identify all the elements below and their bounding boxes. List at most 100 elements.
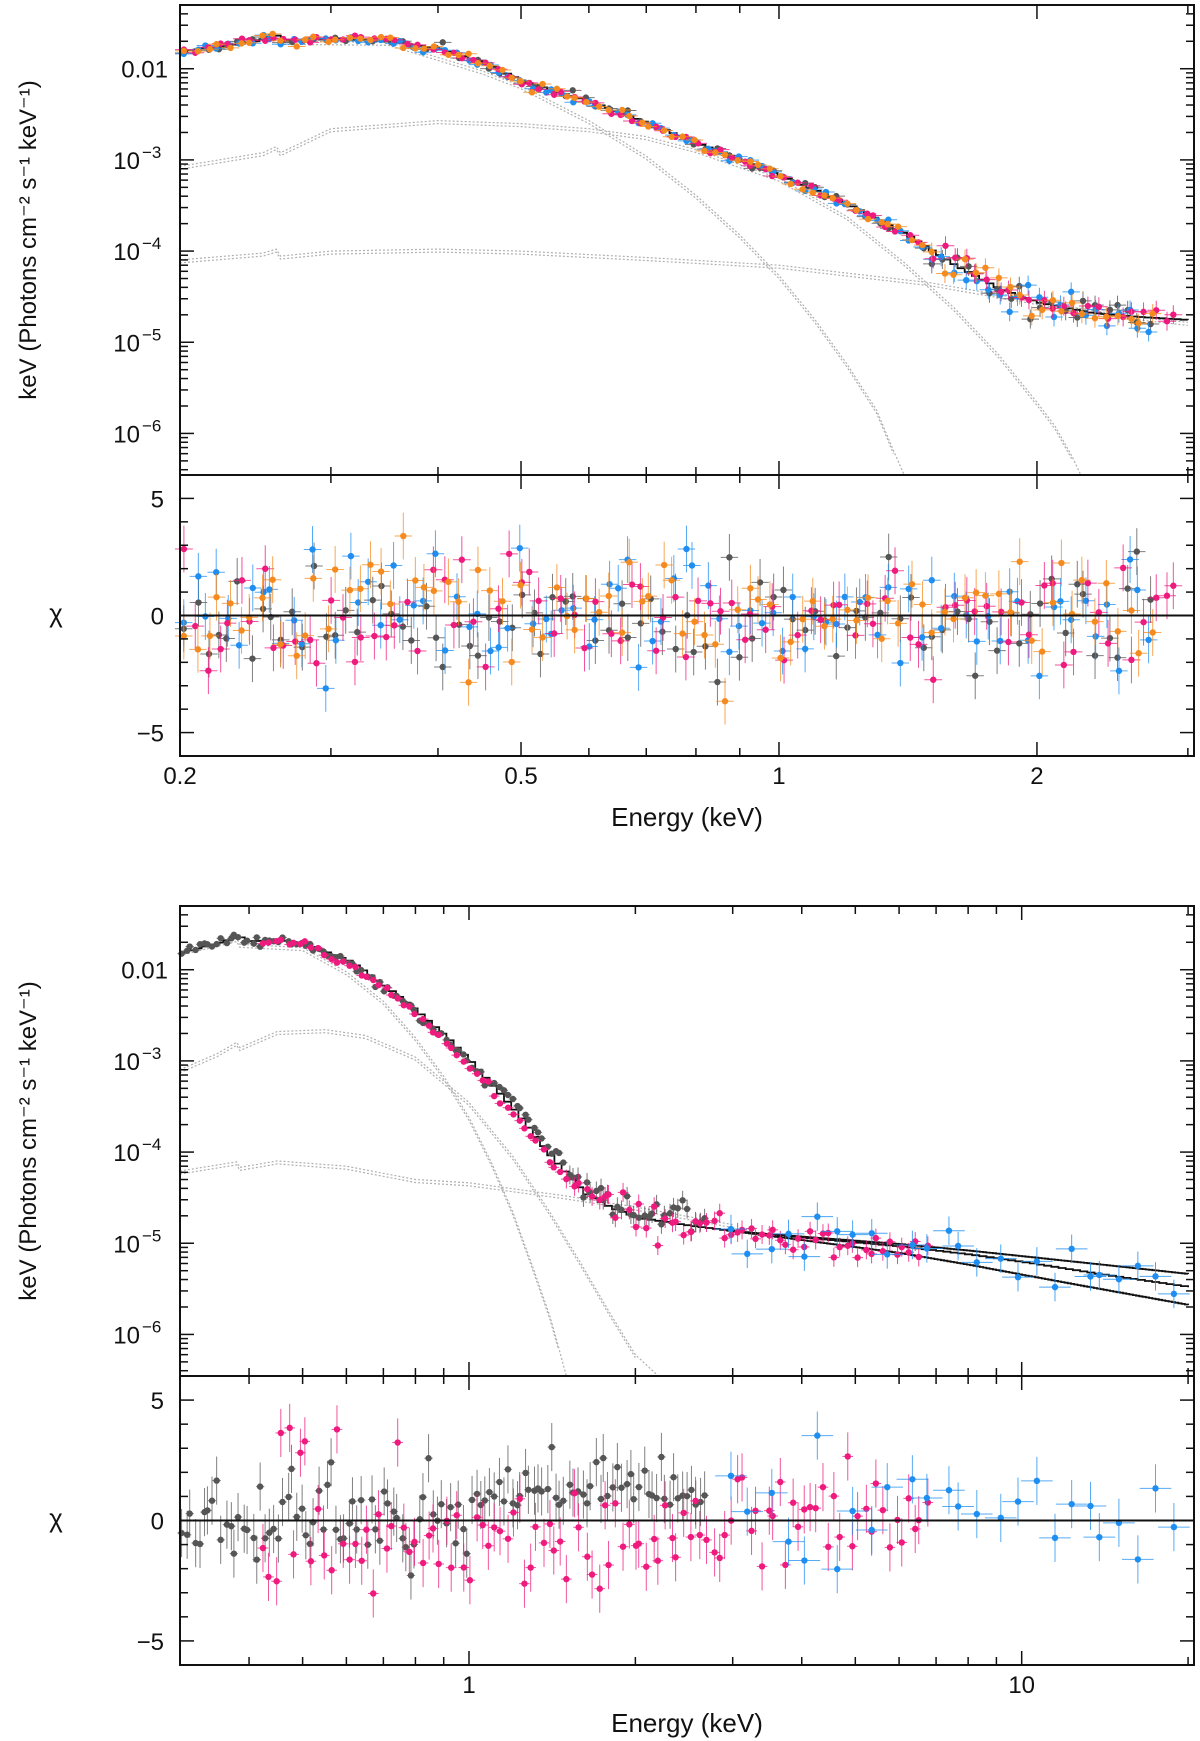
residual-point bbox=[972, 672, 979, 679]
data-point bbox=[593, 1187, 600, 1195]
data-point bbox=[213, 40, 220, 48]
data-point bbox=[727, 1225, 735, 1233]
data-point bbox=[915, 1253, 922, 1261]
residual-point bbox=[195, 599, 202, 606]
residual-point bbox=[877, 609, 884, 617]
residual-point bbox=[635, 1540, 642, 1547]
data-point bbox=[396, 37, 403, 45]
residual-point bbox=[390, 562, 397, 569]
residual-point bbox=[869, 620, 877, 627]
residual-point bbox=[721, 698, 729, 705]
residual-point bbox=[734, 606, 741, 613]
data-point bbox=[794, 1235, 802, 1242]
data-point bbox=[806, 1228, 814, 1235]
residual-point bbox=[580, 1491, 587, 1498]
data-point bbox=[898, 1243, 905, 1251]
residual-point bbox=[819, 1483, 827, 1491]
residual-point bbox=[1134, 1556, 1142, 1563]
data-point bbox=[777, 173, 784, 180]
data-point bbox=[1134, 1262, 1142, 1270]
residual-point bbox=[1070, 648, 1077, 656]
residual-point bbox=[726, 648, 733, 656]
residual-point bbox=[286, 1424, 293, 1432]
residual-point bbox=[912, 1525, 919, 1533]
model-soft-component bbox=[179, 35, 905, 476]
data-point bbox=[650, 1203, 658, 1210]
residual-point bbox=[907, 594, 915, 601]
data-point bbox=[555, 1149, 563, 1157]
residual-point bbox=[460, 1525, 467, 1533]
data-point bbox=[474, 60, 482, 67]
data-point bbox=[869, 212, 877, 219]
residual-point bbox=[854, 1512, 861, 1520]
data-point bbox=[734, 157, 741, 164]
residual-point bbox=[180, 632, 188, 640]
residual-point bbox=[331, 566, 339, 573]
residual-tick-label: 0 bbox=[151, 604, 164, 631]
data-point bbox=[259, 940, 267, 947]
residual-point bbox=[971, 608, 978, 615]
data-point bbox=[972, 269, 980, 276]
residual-point bbox=[679, 630, 686, 637]
residual-point bbox=[537, 650, 544, 658]
residual-point bbox=[649, 637, 656, 645]
data-point bbox=[346, 962, 353, 969]
residual-point bbox=[448, 1564, 455, 1571]
residual-point bbox=[500, 1498, 508, 1505]
data-point bbox=[479, 1077, 486, 1084]
data-point bbox=[400, 1002, 408, 1009]
residual-point bbox=[270, 1525, 277, 1533]
data-point bbox=[551, 91, 558, 98]
residual-point bbox=[707, 600, 714, 607]
residual-point bbox=[526, 568, 533, 576]
data-point bbox=[328, 955, 335, 963]
top-x-axis-label: Energy (keV) bbox=[611, 802, 763, 832]
residual-point bbox=[688, 1486, 695, 1494]
residual-point bbox=[885, 553, 892, 561]
residual-point bbox=[711, 1549, 718, 1556]
data-point bbox=[292, 36, 299, 43]
data-point bbox=[829, 194, 836, 202]
data-point bbox=[623, 1193, 631, 1200]
data-point bbox=[1038, 306, 1046, 314]
residual-series-gray bbox=[175, 528, 1160, 706]
residual-series-magenta bbox=[174, 525, 1183, 704]
data-point bbox=[1067, 288, 1075, 296]
residual-point bbox=[430, 587, 438, 595]
data-point bbox=[789, 1246, 797, 1253]
residual-point bbox=[309, 546, 316, 553]
data-point bbox=[425, 1022, 433, 1029]
residual-point bbox=[1084, 579, 1092, 587]
residual-point bbox=[1092, 633, 1099, 640]
data-point bbox=[1051, 1283, 1059, 1291]
data-point bbox=[908, 236, 916, 244]
bottom-residual-points bbox=[177, 1403, 1190, 1618]
data-point bbox=[752, 1235, 759, 1243]
residual-point bbox=[626, 558, 633, 566]
residual-point bbox=[1078, 576, 1086, 584]
data-point bbox=[1095, 303, 1103, 311]
residual-point bbox=[504, 1466, 512, 1473]
residual-point bbox=[794, 631, 801, 639]
data-point bbox=[528, 89, 536, 96]
residual-point bbox=[238, 577, 246, 584]
residual-point bbox=[993, 647, 1001, 654]
residual-point bbox=[560, 1497, 567, 1504]
model-powerlaw-component bbox=[179, 1163, 733, 1229]
data-point bbox=[766, 1232, 773, 1239]
residual-point bbox=[937, 624, 945, 632]
data-point bbox=[995, 274, 1003, 282]
residual-point bbox=[290, 1551, 297, 1558]
y-tick-label: 10 bbox=[113, 1049, 140, 1076]
residual-point bbox=[496, 618, 503, 625]
data-point bbox=[674, 1205, 681, 1212]
residual-point bbox=[905, 585, 912, 593]
residual-point bbox=[794, 1523, 802, 1531]
residual-point bbox=[504, 625, 511, 632]
data-point bbox=[1028, 312, 1035, 320]
data-point bbox=[687, 1228, 695, 1236]
residual-point bbox=[408, 637, 415, 644]
residual-point bbox=[945, 1486, 953, 1494]
residual-point bbox=[354, 628, 361, 636]
